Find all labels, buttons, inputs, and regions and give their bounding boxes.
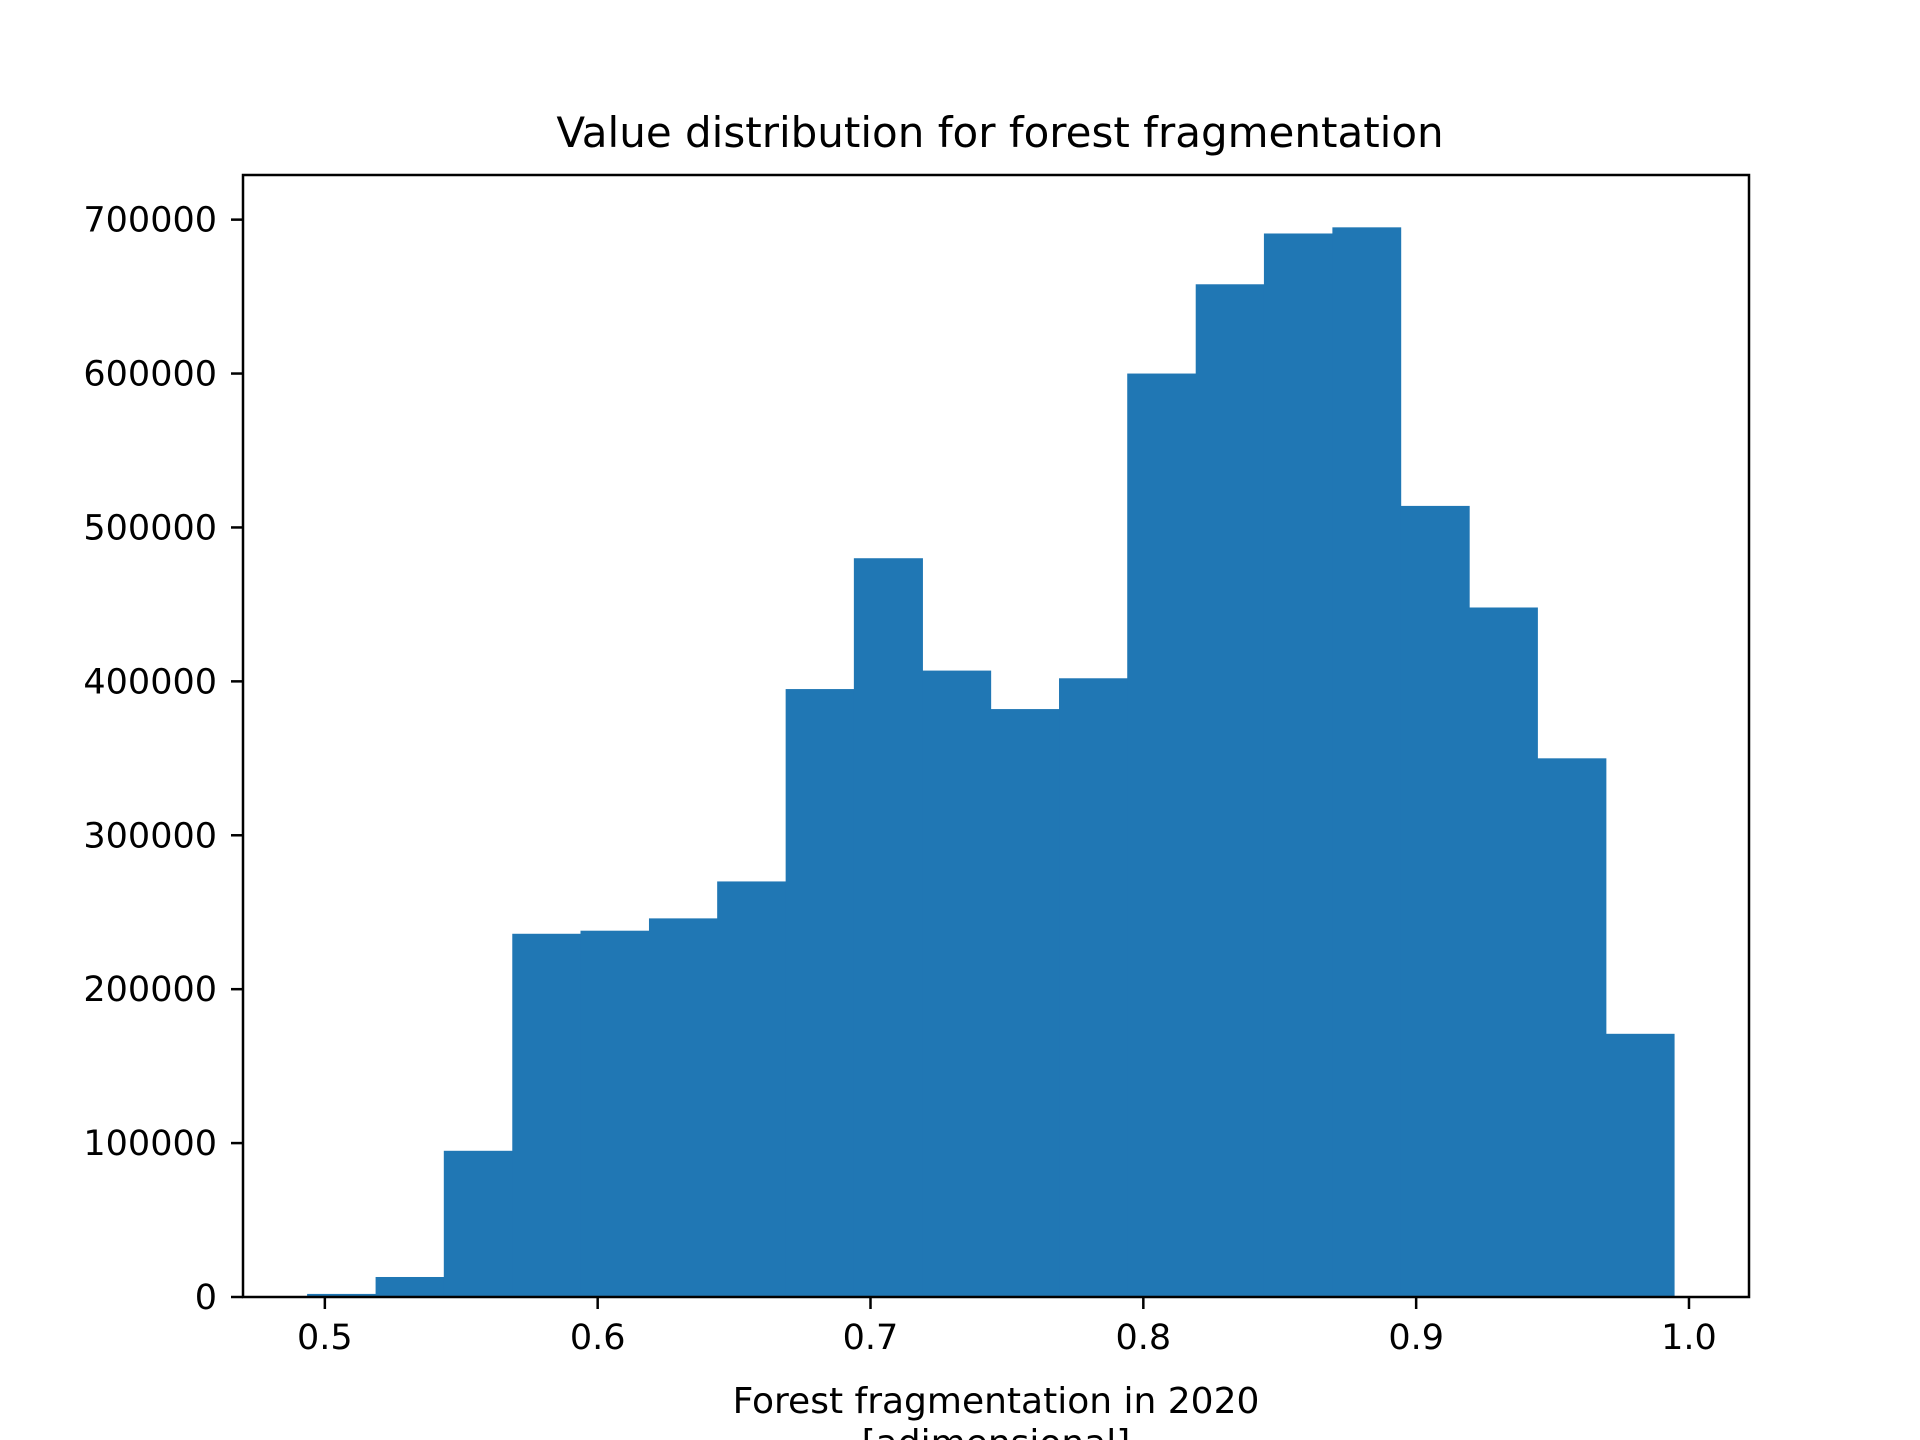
histogram-bar (717, 881, 787, 1297)
histogram-bar (1059, 678, 1128, 1297)
histogram-bar (580, 930, 650, 1297)
x-tick-label: 0.7 (843, 1318, 899, 1358)
x-tick-label: 0.5 (297, 1318, 353, 1358)
histogram-bar (1469, 607, 1538, 1297)
histogram-bar (785, 689, 855, 1297)
histogram-bar (375, 1276, 445, 1297)
histogram-bar (512, 933, 582, 1297)
y-tick-label: 700000 (83, 201, 217, 241)
x-axis-label-line-2: [adimensional] (862, 1423, 1131, 1440)
histogram-bar (922, 670, 992, 1297)
histogram-bar (443, 1150, 513, 1297)
y-tick-label: 100000 (83, 1124, 217, 1164)
y-tick-label: 400000 (83, 662, 217, 702)
histogram-bar (1263, 233, 1333, 1298)
chart-title: Value distribution for forest fragmentat… (556, 108, 1443, 157)
x-axis-label-line-1: Forest fragmentation in 2020 (733, 1381, 1260, 1422)
histogram-bar (307, 1293, 377, 1297)
y-axis: 0 100000 200000 300000 400000 500000 600000 700… (83, 201, 243, 1318)
histogram-bars (307, 227, 1675, 1298)
plot-frame (241, 173, 1751, 1299)
histogram-bar (853, 558, 923, 1297)
y-tick-label: 200000 (83, 970, 217, 1010)
histogram-bar (1332, 227, 1402, 1298)
histogram-bar (1400, 505, 1470, 1297)
histogram-bar (1537, 758, 1607, 1297)
y-tick-label: 500000 (83, 508, 217, 548)
histogram-bar (1605, 1033, 1675, 1297)
histogram-bar (1195, 284, 1265, 1297)
x-tick-label: 0.8 (1115, 1318, 1171, 1358)
y-tick-label: 300000 (83, 816, 217, 856)
histogram-bar (990, 709, 1060, 1297)
y-tick-label: 0 (195, 1278, 217, 1318)
x-tick-label: 0.6 (570, 1318, 626, 1358)
x-axis: 0.5 0.6 0.7 0.8 0.9 1.0 (297, 1297, 1717, 1358)
y-tick-label: 600000 (83, 355, 217, 395)
x-tick-label: 1.0 (1661, 1318, 1717, 1358)
histogram-bar (1127, 373, 1197, 1297)
x-tick-label: 0.9 (1388, 1318, 1444, 1358)
histogram-bar (648, 918, 718, 1297)
